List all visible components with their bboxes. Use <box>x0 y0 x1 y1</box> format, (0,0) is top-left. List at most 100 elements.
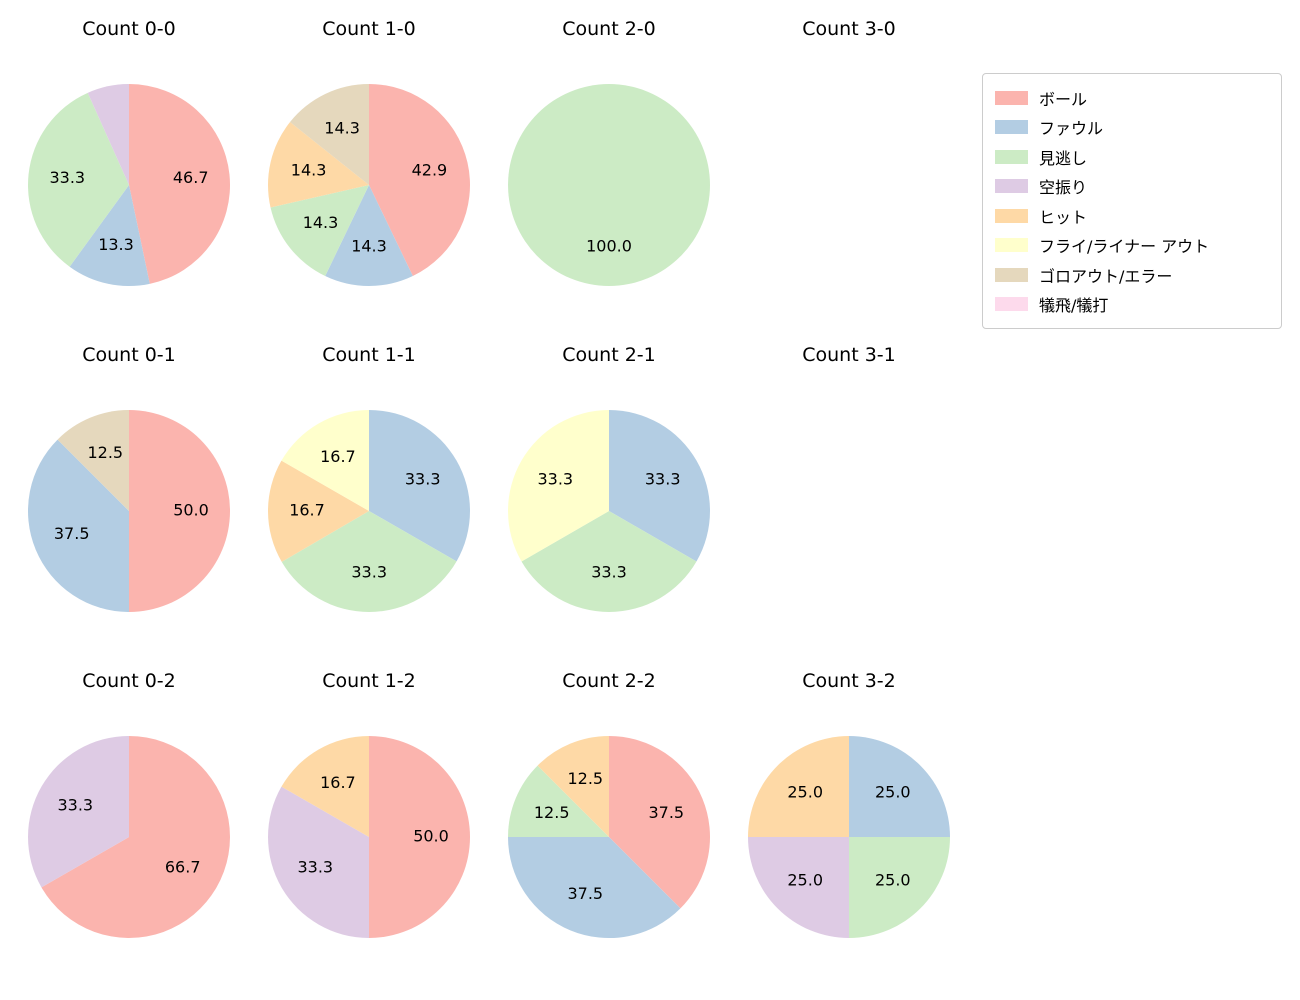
pie-chart <box>744 406 954 616</box>
pie-slice <box>521 511 697 613</box>
slice-percentage-label: 12.5 <box>87 443 123 462</box>
pie-slice <box>268 786 369 938</box>
legend-item-label: フライ/ライナー アウト <box>1039 237 1210 257</box>
pie-slice <box>28 736 129 888</box>
pie-slice <box>849 736 950 837</box>
pie-slice <box>508 837 681 939</box>
chart-cell-count-3-2: Count 3-2 25.0 25.0 25.0 25.0 <box>744 668 954 942</box>
chart-title: Count 0-1 <box>82 344 176 366</box>
chart-cell-count-1-1: Count 1-1 33.3 33.3 16.7 16.7 <box>264 342 474 616</box>
pie-chart <box>744 80 954 290</box>
slice-percentage-label: 33.3 <box>297 858 333 877</box>
slice-percentage-label: 33.3 <box>351 563 387 582</box>
pie-slice <box>129 410 230 612</box>
chart-cell-count-0-0: Count 0-0 46.7 13.3 33.3 <box>24 16 234 290</box>
chart-title: Count 3-0 <box>802 18 896 40</box>
slice-percentage-label: 33.3 <box>405 469 441 488</box>
pie-slice <box>508 84 710 286</box>
pie-chart: 37.5 37.5 12.5 12.5 <box>508 736 711 939</box>
slice-percentage-label: 13.3 <box>98 235 134 254</box>
slice-percentage-label: 33.3 <box>537 470 573 489</box>
slice-percentage-label: 100.0 <box>586 237 632 256</box>
chart-title: Count 0-0 <box>82 18 176 40</box>
legend-item: 犠飛/犠打 <box>995 290 1269 320</box>
legend-color-swatch-icon <box>995 238 1028 253</box>
legend-color-swatch-icon <box>995 90 1028 105</box>
pie-slice <box>849 837 950 938</box>
legend-item: ボール <box>995 83 1269 113</box>
legend-item-label: 見逃し <box>1039 148 1088 168</box>
pie-slice <box>508 765 609 837</box>
chart-title: Count 2-0 <box>562 18 656 40</box>
pie-chart: 100.0 <box>508 84 710 286</box>
chart-title: Count 1-2 <box>322 670 416 692</box>
slice-percentage-label: 50.0 <box>413 827 449 846</box>
pie-slice <box>87 84 129 185</box>
legend-item-label: ヒット <box>1039 207 1088 227</box>
slice-percentage-label: 16.7 <box>289 501 325 520</box>
slice-percentage-label: 16.7 <box>320 447 356 466</box>
pie-chart: 42.9 14.3 14.3 14.3 14.3 <box>268 84 471 287</box>
pie-slice <box>325 185 413 287</box>
pie-slice <box>281 736 369 837</box>
slice-percentage-label: 14.3 <box>351 237 387 256</box>
legend-color-swatch-icon <box>995 120 1028 135</box>
pie-slice <box>57 410 129 511</box>
chart-title: Count 3-2 <box>802 670 896 692</box>
chart-cell-count-3-1: Count 3-1 <box>744 342 954 616</box>
legend: ボールファウル見逃し空振りヒットフライ/ライナー アウト ゴロアウト/エラー 犠飛/… <box>982 73 1282 329</box>
pie-slice <box>281 410 369 511</box>
slice-percentage-label: 12.5 <box>567 769 603 788</box>
legend-color-swatch-icon <box>995 179 1028 194</box>
slice-percentage-label: 25.0 <box>875 870 911 889</box>
pie-chart: 33.3 33.3 16.7 16.7 <box>267 410 470 613</box>
slice-percentage-label: 42.9 <box>412 161 448 180</box>
slice-percentage-label: 66.7 <box>165 858 201 877</box>
pie-chart: 66.7 33.3 <box>28 736 231 938</box>
chart-cell-count-3-0: Count 3-0 <box>744 16 954 290</box>
slice-percentage-label: 14.3 <box>303 213 339 232</box>
pie-slice <box>290 84 369 185</box>
pie-slice <box>28 92 130 267</box>
chart-cell-count-1-2: Count 1-2 50.0 33.3 16.7 <box>264 668 474 942</box>
slice-percentage-label: 33.3 <box>57 795 93 814</box>
pie-chart: 46.7 13.3 33.3 <box>28 84 231 287</box>
chart-title: Count 3-1 <box>802 344 896 366</box>
pie-slice <box>129 84 231 284</box>
legend-item-label: ファウル <box>1039 119 1104 139</box>
chart-cell-count-0-2: Count 0-2 66.7 33.3 <box>24 668 234 942</box>
legend-item-label: ゴロアウト/エラー <box>1039 266 1173 286</box>
pie-chart: 33.3 33.3 33.3 <box>507 410 711 613</box>
pie-slice <box>69 185 150 287</box>
chart-cell-count-1-0: Count 1-0 42.9 14.3 14.3 14.3 14.3 <box>264 16 474 290</box>
slice-percentage-label: 33.3 <box>645 470 681 489</box>
legend-item: ヒット <box>995 201 1269 231</box>
pie-slice <box>748 736 849 837</box>
pie-slice <box>369 84 471 276</box>
pie-slice <box>27 439 130 612</box>
chart-title: Count 0-2 <box>82 670 176 692</box>
legend-item-label: ボール <box>1039 89 1088 109</box>
legend-color-swatch-icon <box>995 149 1028 164</box>
legend-item: 空振り <box>995 172 1269 202</box>
slice-percentage-label: 37.5 <box>648 803 684 822</box>
pie-chart: 50.0 37.5 12.5 <box>27 410 230 612</box>
slice-percentage-label: 16.7 <box>320 773 356 792</box>
pie-slice <box>281 511 457 613</box>
slice-percentage-label: 14.3 <box>324 119 360 138</box>
chart-cell-count-0-1: Count 0-1 50.0 37.5 12.5 <box>24 342 234 616</box>
pie-slice <box>609 410 711 562</box>
pie-chart: 25.0 25.0 25.0 25.0 <box>748 736 950 938</box>
legend-color-swatch-icon <box>995 208 1028 223</box>
chart-cell-count-2-2: Count 2-2 37.5 37.5 12.5 12.5 <box>504 668 714 942</box>
pie-slice <box>268 122 369 208</box>
pie-slice <box>537 736 609 837</box>
legend-item: 見逃し <box>995 142 1269 172</box>
slice-percentage-label: 25.0 <box>875 783 911 802</box>
slice-percentage-label: 33.3 <box>49 168 85 187</box>
legend-color-swatch-icon <box>995 297 1028 312</box>
chart-cell-count-2-0: Count 2-0 100.0 <box>504 16 714 290</box>
legend-item-label: 犠飛/犠打 <box>1039 296 1109 316</box>
slice-percentage-label: 37.5 <box>54 524 90 543</box>
